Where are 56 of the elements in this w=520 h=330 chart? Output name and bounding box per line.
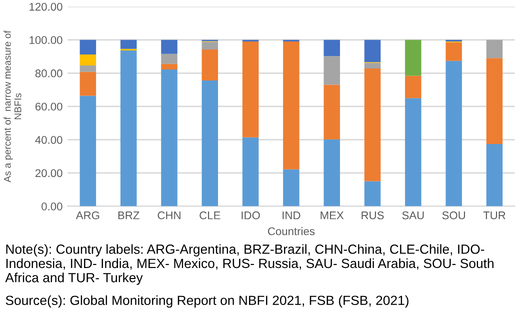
x-tick-label: RUS <box>362 211 384 220</box>
y-tick-label: 40.00 <box>35 136 62 144</box>
bar <box>446 42 462 61</box>
x-tick-label: SAU <box>402 211 424 220</box>
bar <box>486 58 503 144</box>
bar <box>80 72 96 96</box>
bar <box>324 139 340 206</box>
bar <box>405 40 422 76</box>
bar <box>364 62 381 68</box>
x-tick-label: TUR <box>483 212 506 220</box>
x-tick-label: IND <box>282 212 300 220</box>
y-axis-title: As a percent of narrow measure of NBFIs <box>4 30 22 182</box>
bar <box>242 42 259 138</box>
x-tick-label: BRZ <box>118 212 140 220</box>
bar <box>324 56 340 85</box>
bar <box>486 144 503 206</box>
x-tick-label: CLE <box>200 211 220 220</box>
y-tick-label: 100.00 <box>30 36 62 44</box>
bar <box>324 84 340 140</box>
bar <box>202 50 218 80</box>
bar <box>202 42 218 50</box>
bar <box>446 60 462 206</box>
source-note: Source(s): Global Monitoring Report on NBFI 2021, FSB (FSB, 2021) <box>6 295 408 308</box>
x-tick-label: CHN <box>158 211 180 220</box>
y-tick-label: 20.00 <box>35 169 62 178</box>
bar <box>283 42 300 170</box>
bar <box>80 54 96 66</box>
x-tick-label: ARG <box>76 211 100 220</box>
y-tick-label: 60.00 <box>36 102 62 111</box>
bar <box>80 65 96 72</box>
y-tick-label: 0.00 <box>42 202 62 210</box>
bar <box>120 40 137 49</box>
text: Note(s): Country labels: ARG-Argentina, BRZ-Brazil, CHN-China, CLE-Chile, IDO- Indonesia, IND- India, MEX- Mexico, RUS- Russia, SAU- Saudi Arabia, SOU- South Africa and TUR- Turkey <box>5 244 494 285</box>
bar <box>120 50 137 206</box>
bar <box>364 40 381 62</box>
bar <box>80 96 96 206</box>
bar <box>486 40 503 58</box>
bar <box>161 64 178 70</box>
bar <box>161 40 178 54</box>
bar <box>283 169 300 206</box>
bar <box>161 69 178 206</box>
bar <box>242 137 259 206</box>
bar <box>324 40 340 56</box>
y-tick-label: 80.00 <box>35 69 62 78</box>
bar <box>364 181 381 206</box>
y-tick-label: 120.00 <box>30 2 62 11</box>
x-tick-label: IDO <box>242 211 260 220</box>
x-tick-label: SOU <box>442 211 465 220</box>
bar <box>80 40 96 55</box>
bar <box>202 80 218 206</box>
bar <box>405 76 422 98</box>
bar <box>161 54 178 64</box>
x-axis-title: Countries <box>268 227 315 236</box>
bar <box>364 68 381 182</box>
bar <box>405 98 422 206</box>
x-tick-label: MEX <box>320 212 344 220</box>
